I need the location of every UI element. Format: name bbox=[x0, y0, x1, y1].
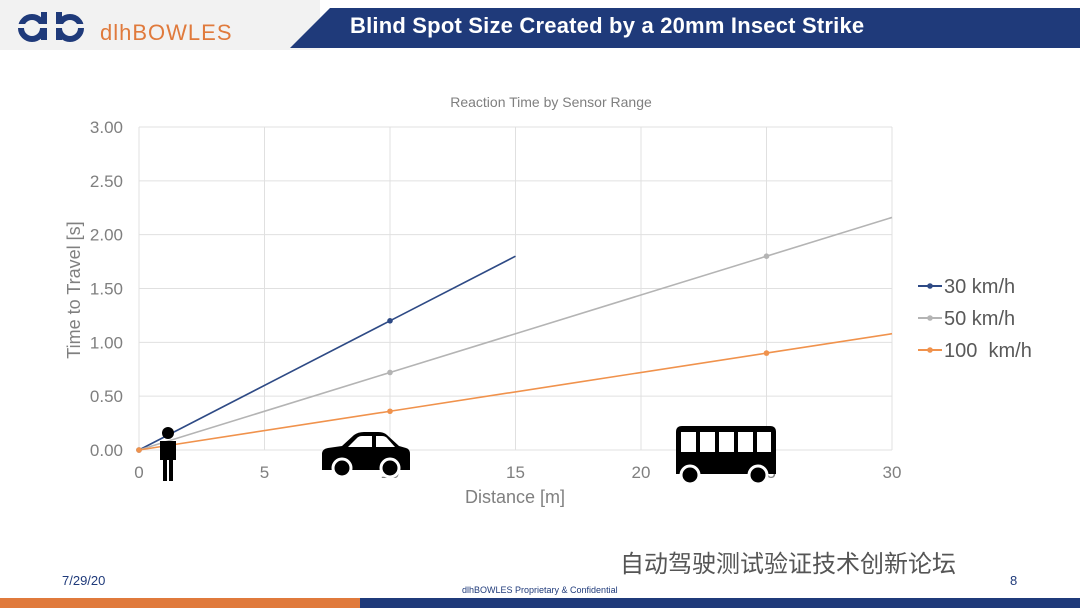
y-tick-label: 2.50 bbox=[90, 172, 123, 191]
title-band bbox=[290, 8, 1080, 48]
chart-grid bbox=[138, 126, 893, 451]
person-icon bbox=[160, 427, 176, 481]
x-tick-label: 30 bbox=[883, 463, 902, 482]
x-tick-label: 5 bbox=[260, 463, 269, 482]
y-axis-label: Time to Travel [s] bbox=[64, 221, 84, 358]
data-point bbox=[136, 447, 142, 453]
legend-label: 100 km/h bbox=[944, 340, 1032, 362]
y-tick-label: 2.00 bbox=[90, 226, 123, 245]
data-point bbox=[763, 350, 770, 356]
data-point bbox=[387, 408, 393, 415]
x-tick-label: 15 bbox=[506, 463, 525, 482]
x-tick-label: 0 bbox=[134, 463, 143, 482]
y-tick-label: 1.00 bbox=[90, 333, 123, 352]
legend-label: 30 km/h bbox=[944, 276, 1015, 298]
db-logo-icon bbox=[14, 12, 94, 42]
chart-series bbox=[136, 216, 893, 453]
y-tick-labels: 0.00 0.50 1.00 1.50 2.00 2.50 3.00 bbox=[90, 118, 123, 460]
legend-label: 50 km/h bbox=[944, 308, 1015, 330]
series-line bbox=[138, 332, 893, 451]
page-number: 8 bbox=[1010, 573, 1018, 588]
data-point bbox=[763, 253, 770, 259]
data-point bbox=[387, 318, 393, 324]
data-point bbox=[387, 369, 393, 376]
y-tick-label: 3.00 bbox=[90, 118, 123, 137]
legend-marker bbox=[927, 283, 933, 289]
footer-date: 7/29/20 bbox=[62, 573, 106, 588]
y-tick-label: 0.50 bbox=[90, 387, 123, 406]
legend-marker bbox=[927, 315, 933, 321]
y-tick-label: 1.50 bbox=[90, 280, 123, 299]
legend-marker bbox=[927, 347, 933, 353]
series-line bbox=[138, 216, 893, 451]
y-tick-label: 0.00 bbox=[90, 441, 123, 460]
footer-confidential: dlhBOWLES Proprietary & Confidential bbox=[462, 585, 618, 595]
bus-icon bbox=[676, 426, 776, 486]
x-axis-label: Distance [m] bbox=[465, 487, 565, 507]
footer-bar bbox=[0, 598, 1080, 608]
chart-title: Reaction Time by Sensor Range bbox=[450, 94, 652, 110]
car-icon bbox=[322, 432, 410, 479]
x-tick-labels: 051015202530 bbox=[134, 463, 901, 482]
x-tick-label: 20 bbox=[632, 463, 651, 482]
logo-name: dlhBOWLES bbox=[100, 20, 233, 45]
watermark-text: 自动驾驶测试验证技术创新论坛 bbox=[620, 551, 956, 578]
slide-header: dlhBOWLES Blind Spot Size Created by a 2… bbox=[0, 0, 1080, 50]
chart-legend: 30 km/h 50 km/h 100 km/h bbox=[918, 276, 1032, 362]
footer-bar-accent bbox=[0, 598, 360, 608]
slide-title: Blind Spot Size Created by a 20mm Insect… bbox=[350, 13, 865, 38]
